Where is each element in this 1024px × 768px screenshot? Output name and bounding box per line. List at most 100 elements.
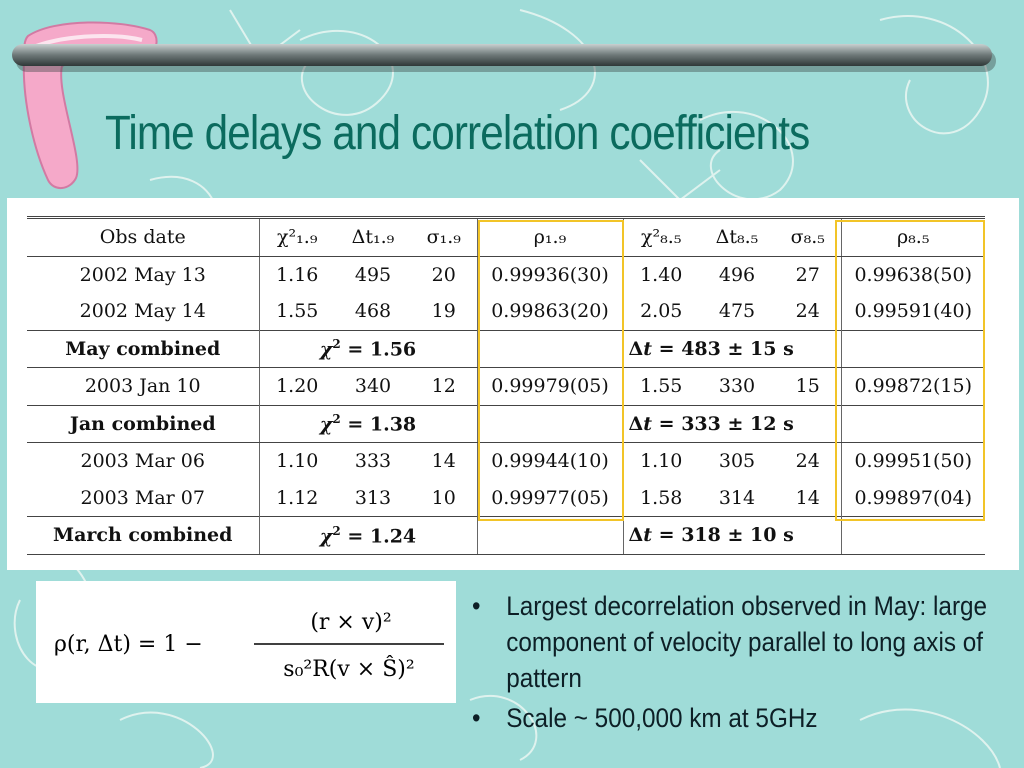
chi-symbol: χ: [319, 338, 333, 361]
sigma85-cell: 15: [795, 375, 820, 398]
table-row: 2003 Mar 06 1.10 333 14 0.99944(10) 1.10 305 24…: [27, 442, 985, 480]
sigma85-cell: 24: [795, 300, 820, 323]
combined-row: March combined χ2 = 1.24 Δt = 318 ± 10 s: [27, 516, 985, 555]
combined-dt-error: 10: [750, 524, 777, 547]
combined-chi-value: 1.56: [369, 338, 417, 361]
combined-dt-error: 15: [750, 337, 777, 360]
combined-dt-value: 318: [681, 524, 721, 547]
sigma19-cell: 20: [431, 263, 456, 286]
table-row: 2002 May 14 1.55 468 19 0.99863(20) 2.05 475 24…: [27, 293, 985, 330]
dt19-cell: 468: [354, 300, 392, 323]
bullet-text: Scale ~ 500,000 km at 5GHz: [506, 703, 818, 733]
combined-label-cell: Jan combined: [27, 404, 259, 443]
correlation-formula: ρ(r, Δt) = 1 − (r × v)² s₀²R(v × Ŝ)²: [54, 610, 444, 682]
dt85-cell: 305: [718, 450, 756, 473]
sigma19-cell: 14: [431, 450, 456, 473]
column-header: σ₁.₉: [411, 216, 477, 257]
rho19-cell: 0.99977(05): [476, 479, 623, 517]
rho19-cell: 0.99863(20): [476, 293, 623, 330]
formula-numerator: (r × v)²: [310, 610, 391, 635]
t-symbol: t: [643, 524, 653, 547]
column-header: Δt₈.₅: [699, 216, 775, 257]
rho85-cell: 0.99897(04): [840, 479, 985, 517]
correlation-table: Obs date χ²₁.₉ Δt₁.₉ σ₁.₉ ρ₁.₉ χ²₈.₅ Δt₈.₅ σ₈.₅…: [27, 216, 985, 555]
formula-lhs: ρ(r, Δt) = 1 −: [54, 632, 203, 657]
chi85-cell: 1.58: [622, 479, 699, 517]
chi-exp: 2: [332, 412, 341, 427]
formula-denominator: s₀²R(v × Ŝ)²: [283, 655, 414, 682]
dt85-cell: 330: [718, 375, 756, 398]
rho85-cell: 0.99951(50): [840, 442, 985, 480]
rho85-cell: 0.99872(15): [840, 367, 985, 405]
dt19-cell: 333: [354, 450, 392, 473]
bullet-text: Largest decorrelation observed in May: l…: [506, 591, 988, 693]
table-panel: Obs date χ²₁.₉ Δt₁.₉ σ₁.₉ ρ₁.₉ χ²₈.₅ Δt₈.₅ σ₈.₅…: [7, 198, 1019, 570]
bullet-dot: •: [472, 591, 481, 621]
obs-date-cell: 2002 May 14: [79, 300, 206, 323]
column-header: Obs date: [27, 216, 259, 257]
chi19-cell: 1.55: [258, 293, 335, 330]
chi85-cell: 1.40: [622, 256, 699, 293]
sigma19-cell: 10: [431, 486, 456, 509]
chi19-cell: 1.20: [258, 367, 335, 405]
chi85-cell: 1.55: [622, 367, 699, 405]
title-bar-decoration: [12, 44, 996, 72]
rho19-cell: 0.99979(05): [476, 367, 623, 405]
sigma85-cell: 27: [795, 263, 820, 286]
obs-date-cell: 2003 Mar 06: [80, 450, 205, 473]
combined-chi-cell: χ2 = 1.24: [258, 516, 477, 555]
dt19-cell: 340: [354, 375, 392, 398]
empty-rho85-cell: [840, 404, 985, 443]
combined-dt-cell: Δt = 318 ± 10 s: [622, 516, 841, 555]
column-header: χ²₁.₉: [258, 216, 335, 257]
combined-chi-cell: χ2 = 1.56: [258, 329, 477, 368]
chi-exp: 2: [332, 337, 341, 352]
combined-chi-cell: χ2 = 1.38: [258, 404, 477, 443]
column-header: ρ₁.₉: [476, 216, 623, 257]
dt85-cell: 496: [718, 263, 756, 286]
combined-dt-error: 12: [750, 412, 777, 435]
empty-rho19-cell: [476, 329, 623, 368]
t-symbol: t: [643, 412, 653, 435]
obs-date-cell: 2002 May 13: [79, 263, 206, 286]
chi19-cell: 1.10: [258, 442, 335, 480]
t-symbol: t: [643, 337, 653, 360]
chi-symbol: χ: [319, 413, 333, 436]
table-row: 2003 Mar 07 1.12 313 10 0.99977(05) 1.58 314 14…: [27, 479, 985, 517]
rho85-cell: 0.99638(50): [840, 256, 985, 293]
obs-date-cell: 2003 Jan 10: [84, 375, 201, 398]
sigma19-cell: 19: [431, 300, 456, 323]
dt19-cell: 495: [354, 263, 392, 286]
combined-dt-cell: Δt = 483 ± 15 s: [622, 329, 841, 368]
chi-exp: 2: [332, 523, 341, 538]
rho85-cell: 0.99591(40): [840, 293, 985, 330]
bullet-item: • Scale ~ 500,000 km at 5GHz: [472, 700, 1010, 736]
dt19-cell: 313: [354, 486, 392, 509]
bullet-dot: •: [472, 703, 481, 733]
empty-rho85-cell: [840, 516, 985, 555]
sigma85-cell: 14: [795, 486, 820, 509]
column-header: σ₈.₅: [775, 216, 841, 257]
chi85-cell: 2.05: [622, 293, 699, 330]
bullet-item: • Largest decorrelation observed in May:…: [472, 588, 1010, 696]
boomerang-decoration: [22, 21, 158, 189]
combined-chi-value: 1.24: [369, 524, 417, 547]
chi85-cell: 1.10: [622, 442, 699, 480]
empty-rho19-cell: [476, 516, 623, 555]
sigma19-cell: 12: [431, 375, 456, 398]
combined-row: Jan combined χ2 = 1.38 Δt = 333 ± 12 s: [27, 404, 985, 443]
formula-panel: ρ(r, Δt) = 1 − (r × v)² s₀²R(v × Ŝ)²: [36, 581, 456, 703]
empty-rho85-cell: [840, 329, 985, 368]
table-row: 2003 Jan 10 1.20 340 12 0.99979(05) 1.55 330 15…: [27, 367, 985, 405]
sigma85-cell: 24: [795, 450, 820, 473]
rho19-cell: 0.99944(10): [476, 442, 623, 480]
chi-symbol: χ: [319, 524, 333, 547]
rho19-cell: 0.99936(30): [476, 256, 623, 293]
dt85-cell: 475: [718, 300, 756, 323]
dt85-cell: 314: [718, 486, 756, 509]
column-header: ρ₈.₅: [840, 216, 985, 257]
bullet-list: • Largest decorrelation observed in May:…: [472, 588, 992, 740]
chi19-cell: 1.16: [258, 256, 335, 293]
combined-chi-value: 1.38: [369, 413, 417, 436]
column-header: Δt₁.₉: [335, 216, 411, 257]
